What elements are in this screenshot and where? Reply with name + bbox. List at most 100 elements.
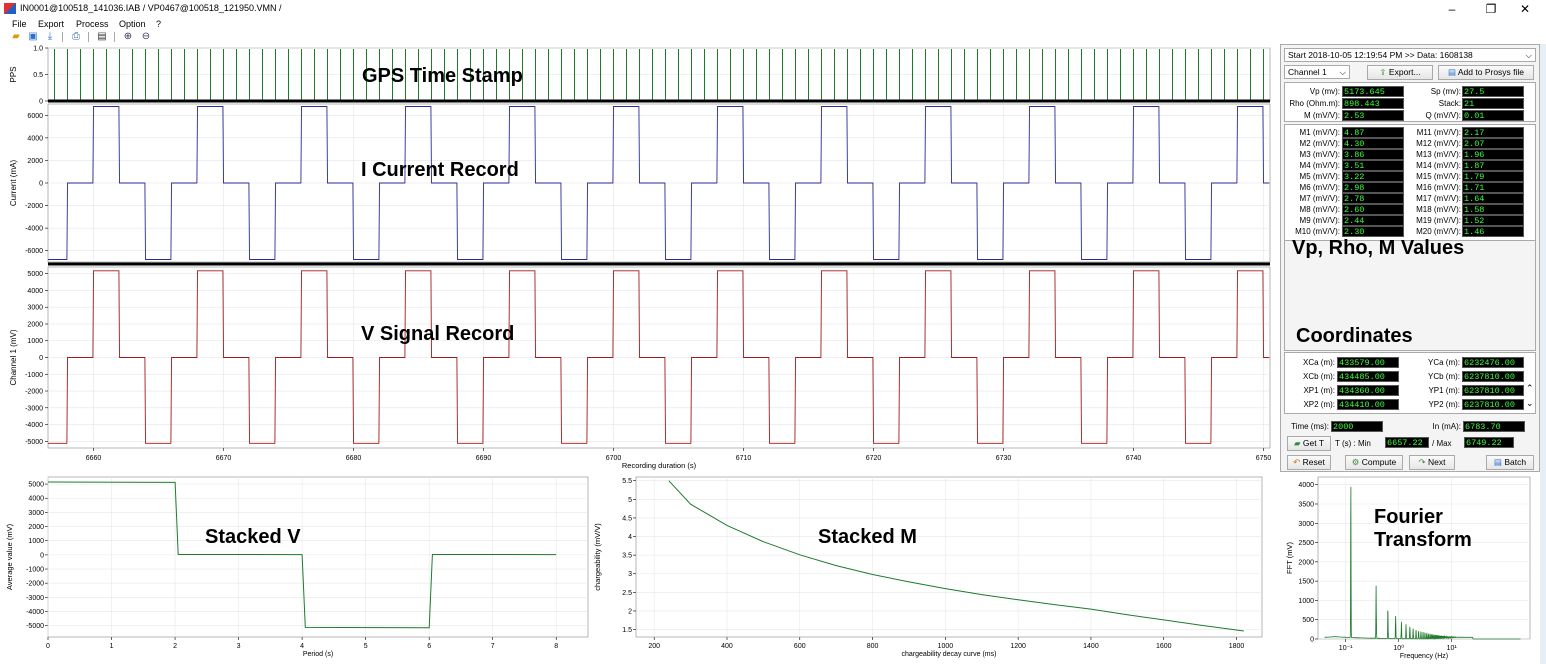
m-right-field[interactable]: 1.52: [1462, 215, 1524, 226]
voltage-ytick-label: 2000: [27, 321, 43, 328]
menu-process[interactable]: Process: [76, 19, 109, 29]
coord-right-field[interactable]: 6232476.00: [1462, 357, 1524, 368]
stacked-v-xtick-label: 6: [427, 643, 431, 650]
fourier-ylabel: FFT (mV): [1285, 542, 1294, 574]
batch-button[interactable]: ▤ Batch: [1486, 455, 1534, 470]
open-folder-icon[interactable]: ▰: [12, 31, 20, 42]
voltage-ytick-label: 4000: [27, 288, 43, 295]
export-button[interactable]: ⇪ Export...: [1367, 65, 1433, 80]
stacked-v-series-line: [47, 481, 557, 629]
start-data-select[interactable]: Start 2018-10-05 12:19:54 PM >> Data: 16…: [1284, 48, 1536, 62]
stacked-v-xtick-label: 2: [173, 643, 177, 650]
stacked-v-ytick-label: 0: [40, 552, 44, 559]
t-min-field[interactable]: 6657.22: [1385, 437, 1429, 448]
fourier-xtick-label: 10¹: [1447, 645, 1458, 652]
get-t-label: Get T: [1302, 438, 1325, 448]
zoom-out-icon[interactable]: ⊖: [141, 31, 151, 42]
close-button[interactable]: ✕: [1519, 2, 1531, 16]
stacked-m-chart[interactable]: 1.5 2 2.5 3 3.5 4 4.5 5 5.5 200 400 600 800 1000 1200 1…: [593, 476, 1263, 658]
fourier-chart[interactable]: 0 500 1000 1500 2000 2500 3000 3500 4000 Frequenc…: [1285, 476, 1531, 660]
coord-left-label: XP1 (m):: [1303, 386, 1335, 395]
vp-field[interactable]: 5173.645: [1342, 86, 1404, 97]
compute-button[interactable]: ⚙ Compute: [1345, 455, 1403, 470]
stacked-v-chart[interactable]: -5000-4000-3000-2000-1000010002000300040…: [5, 476, 589, 658]
menu-export[interactable]: Export: [38, 19, 65, 29]
m-left-field[interactable]: 2.60: [1342, 204, 1404, 215]
m-right-field[interactable]: 1.58: [1462, 204, 1524, 215]
menu-help[interactable]: ?: [156, 19, 162, 29]
coord-left-field[interactable]: 433579.00: [1337, 357, 1399, 368]
m-right-field[interactable]: 2.17: [1462, 127, 1524, 138]
m-right-field[interactable]: 1.64: [1462, 193, 1524, 204]
m-left-field[interactable]: 2.30: [1342, 226, 1404, 237]
stacked-v-frame: [47, 476, 589, 638]
get-t-button[interactable]: ▰ Get T: [1287, 436, 1331, 451]
m-right-field[interactable]: 1.79: [1462, 171, 1524, 182]
scroll-down-icon[interactable]: ⌄: [1526, 398, 1534, 408]
channel-value: Channel 1: [1288, 67, 1327, 77]
m-left-field[interactable]: 2.44: [1342, 215, 1404, 226]
minimize-button[interactable]: –: [1448, 2, 1456, 16]
stacked-m-ytick-label: 4: [628, 534, 632, 541]
stacked-m-xtick-label: 1200: [1010, 643, 1026, 650]
rho-field[interactable]: 898.443: [1342, 98, 1404, 109]
time-series-panel[interactable]: 0 0.5 1.0 PPS -6000 -4000 -2000 0 2000 4000 6000 C…: [0, 44, 1278, 470]
zoom-in-icon[interactable]: ⊕: [123, 31, 133, 42]
title-bar: IN0001@100518_141036.IAB / VP0467@100518…: [0, 0, 1546, 18]
stacked-v-ytick-label: -2000: [26, 581, 44, 588]
m-left-field[interactable]: 3.51: [1342, 160, 1404, 171]
restore-button[interactable]: ❐: [1485, 2, 1497, 16]
menu-option[interactable]: Option: [119, 19, 146, 29]
channel-select[interactable]: Channel 1 ⌵: [1284, 65, 1350, 79]
m-left-field[interactable]: 4.87: [1342, 127, 1404, 138]
coordinates-title: Coordinates: [1296, 325, 1413, 347]
m-right-label: M11 (mV/V):: [1416, 128, 1461, 137]
m-field[interactable]: 2.53: [1342, 110, 1404, 121]
stacked-m-ytick-label: 5: [628, 497, 632, 504]
menu-file[interactable]: File: [12, 19, 27, 29]
document-icon[interactable]: ▤: [97, 31, 107, 42]
print-icon[interactable]: ⎙: [72, 31, 80, 42]
save-icon[interactable]: ▣: [28, 31, 38, 42]
voltage-chart: -5000 -4000 -3000 -2000 -1000 0 1000 2000 3000 40…: [9, 266, 1271, 470]
m-right-field[interactable]: 2.07: [1462, 138, 1524, 149]
m-left-field[interactable]: 3.22: [1342, 171, 1404, 182]
stacked-m-xtick-label: 800: [867, 643, 879, 650]
coord-right-field[interactable]: 6237810.00: [1462, 399, 1524, 410]
m-left-label: M8 (mV/V):: [1299, 205, 1340, 214]
time-field[interactable]: 2000: [1331, 421, 1383, 432]
add-to-prosys-button[interactable]: ▤ Add to Prosys file: [1438, 65, 1534, 80]
stacked-m-ytick-label: 4.5: [622, 515, 632, 522]
m-left-field[interactable]: 3.86: [1342, 149, 1404, 160]
m-right-field[interactable]: 1.46: [1462, 226, 1524, 237]
q-field[interactable]: 0.01: [1462, 110, 1524, 121]
gps-ytick-label: 0: [39, 99, 43, 106]
coord-left-field[interactable]: 434410.00: [1337, 399, 1399, 410]
m-right-field[interactable]: 1.87: [1462, 160, 1524, 171]
scroll-up-icon[interactable]: ⌃: [1526, 383, 1534, 393]
coord-right-field[interactable]: 6237810.00: [1462, 385, 1524, 396]
m-left-field[interactable]: 4.30: [1342, 138, 1404, 149]
coord-left-field[interactable]: 434360.00: [1337, 385, 1399, 396]
reset-button[interactable]: ↶ Reset: [1287, 455, 1331, 470]
m-left-field[interactable]: 2.78: [1342, 193, 1404, 204]
chevron-down-icon: ⌵: [1525, 50, 1532, 60]
fourier-ytick-label: 3500: [1298, 502, 1314, 509]
stack-field[interactable]: 21: [1462, 98, 1524, 109]
voltage-ytick-label: 1000: [27, 338, 43, 345]
m-right-field[interactable]: 1.71: [1462, 182, 1524, 193]
coord-right-field[interactable]: 6237810.00: [1462, 371, 1524, 382]
compute-label: Compute: [1361, 457, 1397, 467]
fourier-frame: [1317, 476, 1531, 640]
in-field[interactable]: 6783.70: [1463, 421, 1525, 432]
next-button[interactable]: ↷ Next: [1409, 455, 1455, 470]
download-icon[interactable]: ⤓: [47, 31, 53, 42]
sp-field[interactable]: 27.5: [1462, 86, 1524, 97]
stacked-v-xtick-label: 7: [491, 643, 495, 650]
m-right-field[interactable]: 1.96: [1462, 149, 1524, 160]
stacked-m-xtick-label: 1400: [1083, 643, 1099, 650]
m-left-field[interactable]: 2.98: [1342, 182, 1404, 193]
parameters-panel: Start 2018-10-05 12:19:54 PM >> Data: 16…: [1280, 44, 1540, 472]
coord-left-field[interactable]: 434485.00: [1337, 371, 1399, 382]
t-max-field[interactable]: 6749.22: [1464, 437, 1514, 448]
